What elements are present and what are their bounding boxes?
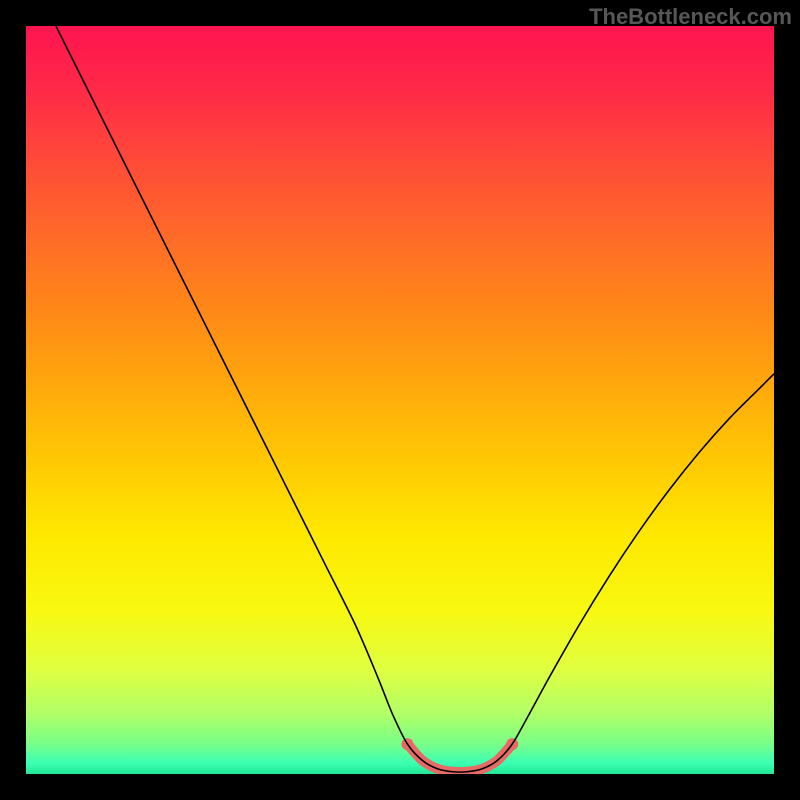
- watermark-text: TheBottleneck.com: [589, 4, 792, 30]
- chart-background: [26, 26, 774, 774]
- chart-svg: [26, 26, 774, 774]
- plot-area: [26, 26, 774, 774]
- chart-container: TheBottleneck.com: [0, 0, 800, 800]
